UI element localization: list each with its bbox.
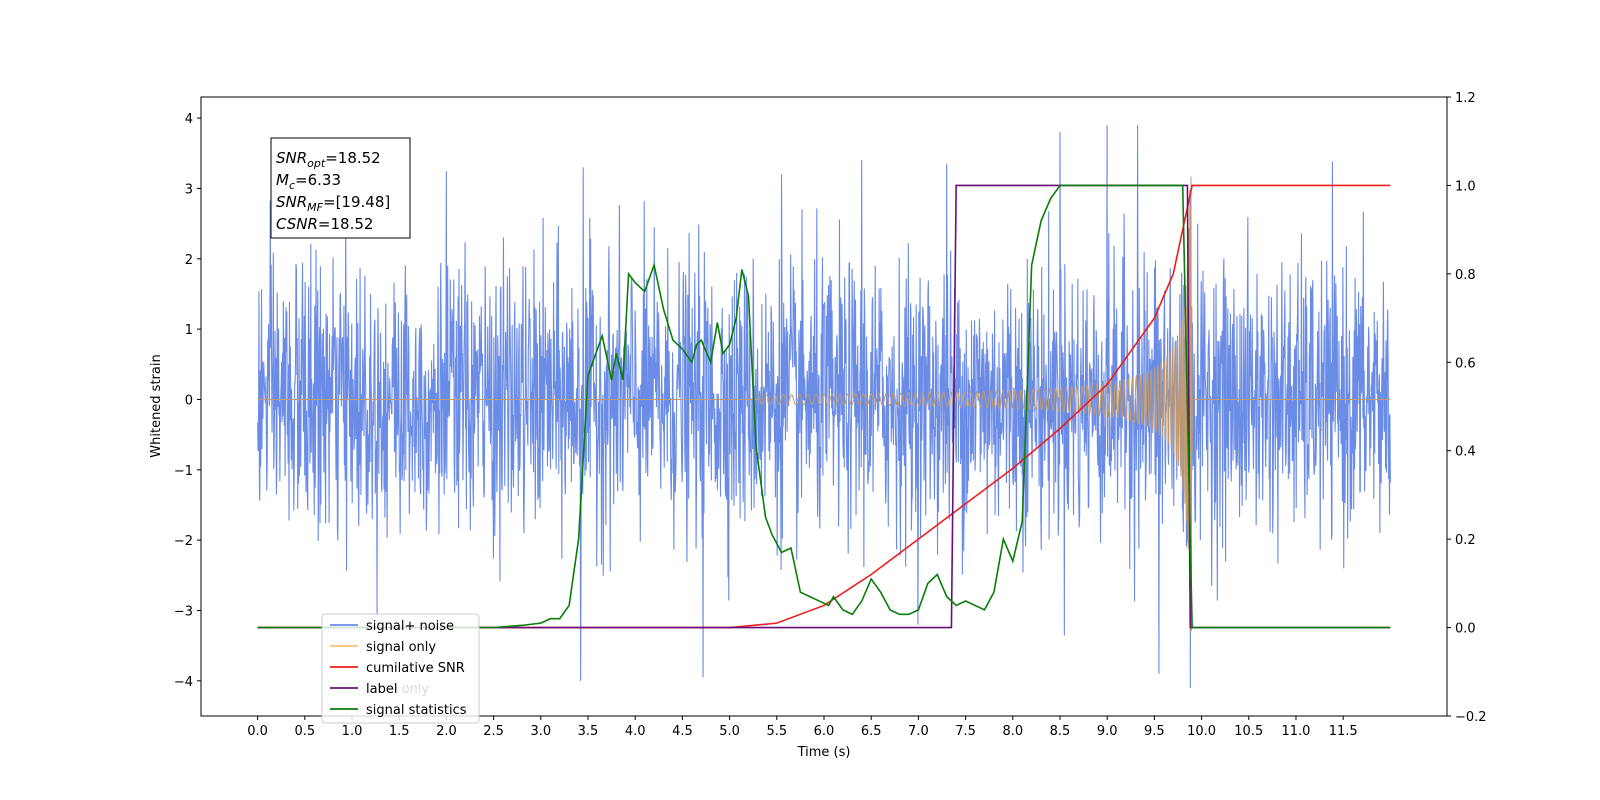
x-tick-label: 5.0 bbox=[719, 724, 740, 739]
y-left-axis-ticks: 4 3 2 1 0 −1 −2 −3 −4 bbox=[174, 112, 201, 690]
y-right-tick-label: 0.2 bbox=[1455, 533, 1476, 548]
x-tick-label: 6.0 bbox=[814, 724, 835, 739]
annotation-symbol: SNR bbox=[276, 149, 307, 167]
legend-label: signal only bbox=[366, 640, 436, 655]
x-tick-label: 3.5 bbox=[578, 724, 599, 739]
x-tick-label: 11.5 bbox=[1329, 724, 1358, 739]
x-axis-label: Time (s) bbox=[797, 745, 851, 760]
annotation-symbol: M bbox=[276, 171, 289, 189]
series-signal-only bbox=[257, 176, 1391, 632]
x-tick-label: 11.0 bbox=[1281, 724, 1310, 739]
x-tick-label: 1.5 bbox=[389, 724, 410, 739]
legend-ghost-text: label only bbox=[366, 682, 429, 697]
series-signal-statistics bbox=[257, 184, 1391, 629]
y-axis-label-left: Whitened strain bbox=[149, 354, 164, 457]
annotation-subscript: opt bbox=[307, 157, 326, 170]
annotation-line: Mc=6.33 bbox=[276, 171, 341, 192]
x-tick-label: 2.0 bbox=[436, 724, 457, 739]
x-tick-label: 1.0 bbox=[342, 724, 363, 739]
y-left-tick-label: −3 bbox=[174, 604, 193, 619]
y-right-tick-label: 0.8 bbox=[1455, 268, 1476, 283]
annotation-line: SNRopt=18.52 bbox=[276, 149, 381, 170]
annotation-frame bbox=[270, 137, 411, 239]
y-left-tick-label: 2 bbox=[185, 253, 193, 268]
y-left-tick-label: 0 bbox=[185, 393, 193, 408]
annotation-symbol: SNR bbox=[276, 193, 307, 211]
legend-label: cumilative SNR bbox=[366, 661, 465, 676]
y-right-tick-label: 0.6 bbox=[1455, 356, 1476, 371]
y-left-tick-label: 3 bbox=[185, 182, 193, 197]
x-tick-label: 7.5 bbox=[955, 724, 976, 739]
legend-label: signal statistics bbox=[366, 703, 467, 718]
annotation-symbol: CSNR bbox=[276, 215, 318, 233]
x-tick-label: 8.0 bbox=[1002, 724, 1023, 739]
legend-label: label bbox=[366, 682, 397, 697]
y-left-tick-label: −4 bbox=[174, 675, 193, 690]
y-left-tick-label: 4 bbox=[185, 112, 193, 127]
annotation-line: SNRMF=[19.48] bbox=[276, 193, 390, 214]
x-tick-label: 9.0 bbox=[1097, 724, 1118, 739]
x-tick-label: 4.5 bbox=[672, 724, 693, 739]
y-right-tick-label: 0.4 bbox=[1455, 445, 1476, 460]
x-tick-label: 5.5 bbox=[766, 724, 787, 739]
legend-frame bbox=[321, 613, 480, 724]
annotation-value: =18.52 bbox=[318, 215, 374, 233]
y-left-tick-label: 1 bbox=[185, 323, 193, 338]
legend: label only signal+ noise signal only cumila… bbox=[321, 613, 480, 724]
x-tick-label: 0.0 bbox=[247, 724, 268, 739]
legend-label: signal+ noise bbox=[366, 619, 454, 634]
annotation-subscript: c bbox=[289, 179, 295, 192]
y-right-axis-ticks: 1.2 1.0 0.8 0.6 0.4 0.2 0.0 −0.2 bbox=[1447, 91, 1487, 725]
x-tick-label: 7.0 bbox=[908, 724, 929, 739]
stats-annotation-box: SNRopt=18.52Mc=6.33SNRMF=[19.48]CSNR=18.… bbox=[270, 137, 411, 239]
annotation-subscript: MF bbox=[307, 201, 323, 214]
x-tick-label: 10.0 bbox=[1187, 724, 1216, 739]
series-signal-noise bbox=[257, 125, 1391, 688]
series-layer bbox=[257, 125, 1391, 688]
x-tick-label: 4.0 bbox=[625, 724, 646, 739]
series-cumulative-snr bbox=[257, 184, 1391, 629]
x-tick-label: 6.5 bbox=[861, 724, 882, 739]
y-right-tick-label: −0.2 bbox=[1455, 710, 1487, 725]
annotation-value: =[19.48] bbox=[323, 193, 390, 211]
x-axis-ticks: 0.0 0.5 1.0 1.5 2.0 2.5 3.0 3.5 4.0 4.5 5.0 5.5 6.0 6… bbox=[247, 716, 1358, 739]
x-tick-label: 2.5 bbox=[483, 724, 504, 739]
x-tick-label: 3.0 bbox=[530, 724, 551, 739]
annotation-value: =18.52 bbox=[325, 149, 381, 167]
x-tick-label: 8.5 bbox=[1050, 724, 1071, 739]
x-tick-label: 10.5 bbox=[1234, 724, 1263, 739]
y-right-tick-label: 0.0 bbox=[1455, 622, 1476, 637]
y-right-tick-label: 1.2 bbox=[1455, 91, 1476, 106]
x-tick-label: 9.5 bbox=[1144, 724, 1165, 739]
annotation-value: =6.33 bbox=[295, 171, 341, 189]
y-left-tick-label: −2 bbox=[174, 534, 193, 549]
y-left-tick-label: −1 bbox=[174, 464, 193, 479]
y-right-tick-label: 1.0 bbox=[1455, 179, 1476, 194]
annotation-line: CSNR=18.52 bbox=[276, 215, 373, 233]
x-tick-label: 0.5 bbox=[294, 724, 315, 739]
